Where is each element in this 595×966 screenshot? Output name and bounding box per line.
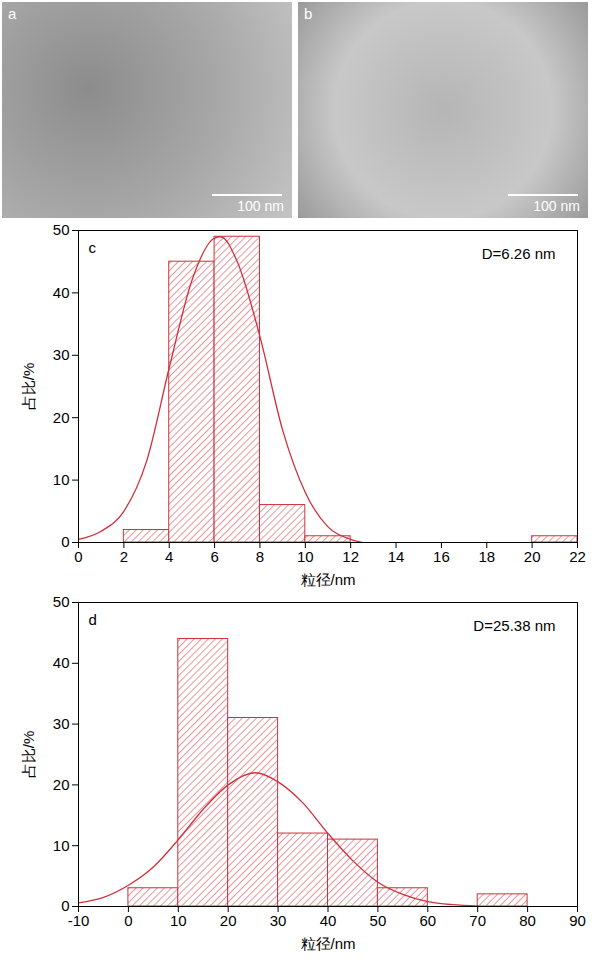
svg-text:40: 40 (320, 912, 337, 929)
svg-text:60: 60 (419, 912, 436, 929)
svg-text:粒径/nm: 粒径/nm (300, 935, 355, 952)
svg-text:20: 20 (53, 409, 70, 426)
svg-text:0: 0 (124, 912, 132, 929)
svg-text:30: 30 (53, 346, 70, 363)
svg-text:粒径/nm: 粒径/nm (300, 571, 355, 588)
svg-text:80: 80 (519, 912, 536, 929)
svg-text:50: 50 (53, 221, 70, 238)
svg-text:30: 30 (270, 912, 287, 929)
svg-text:4: 4 (165, 548, 173, 565)
svg-text:10: 10 (53, 837, 70, 854)
svg-text:2: 2 (120, 548, 128, 565)
svg-text:0: 0 (61, 897, 70, 915)
svg-text:22: 22 (569, 548, 586, 565)
svg-text:40: 40 (53, 654, 70, 671)
html-text:a: a (8, 5, 17, 22)
svg-text:D=6.26 nm: D=6.26 nm (482, 245, 556, 262)
svg-text:D=25.38 nm: D=25.38 nm (473, 617, 555, 634)
svg-text:70: 70 (469, 912, 486, 929)
svg-text:占比/%: 占比/% (20, 363, 37, 411)
svg-text:-10: -10 (68, 912, 90, 929)
svg-text:20: 20 (524, 548, 541, 565)
svg-text:0: 0 (61, 533, 69, 550)
svg-text:10: 10 (170, 912, 187, 929)
svg-text:16: 16 (433, 548, 450, 565)
svg-text:20: 20 (53, 776, 70, 793)
svg-text:90: 90 (569, 912, 586, 929)
svg-text:12: 12 (342, 548, 359, 565)
svg-text:20: 20 (220, 912, 237, 929)
svg-text:14: 14 (388, 548, 405, 565)
svg-text:0: 0 (74, 548, 82, 565)
svg-text:6: 6 (210, 548, 218, 565)
svg-text:d: d (89, 611, 97, 628)
svg-text:30: 30 (53, 715, 70, 732)
html-text:b: b (304, 5, 313, 22)
svg-text:8: 8 (256, 548, 264, 565)
svg-text:18: 18 (478, 548, 495, 565)
svg-text:50: 50 (370, 912, 387, 929)
svg-text:占比/%: 占比/% (20, 731, 37, 779)
html-text:100 nm: 100 nm (533, 198, 580, 214)
svg-text:10: 10 (53, 471, 70, 488)
svg-text:50: 50 (53, 593, 70, 610)
svg-text:40: 40 (53, 284, 70, 301)
html-text:100 nm: 100 nm (237, 198, 284, 214)
svg-text:10: 10 (297, 548, 314, 565)
svg-text:c: c (89, 239, 97, 256)
